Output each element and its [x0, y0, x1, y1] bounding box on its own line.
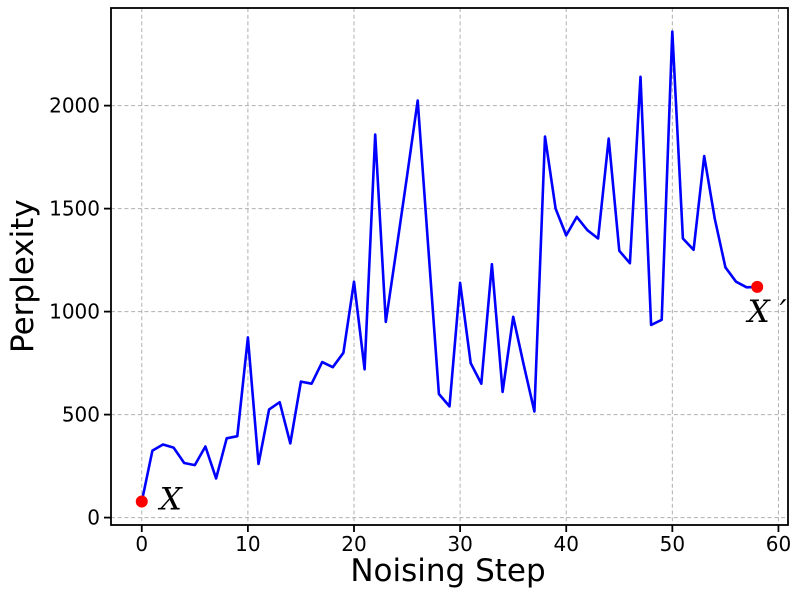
y-tick-label: 0 [87, 506, 100, 530]
perplexity-line [140, 30, 759, 503]
y-tick-label: 2000 [49, 94, 100, 118]
annotation-x-end: X ′ [746, 294, 787, 330]
y-tick-label: 1500 [49, 197, 100, 221]
x-tick-label: 0 [135, 532, 148, 556]
x-tick-label: 20 [341, 532, 366, 556]
axes-spines [110, 7, 789, 526]
y-axis-title: Perplexity [5, 199, 41, 353]
x-tick-label: 60 [766, 532, 791, 556]
x-tick-label: 50 [660, 532, 685, 556]
annotation-x-start: X [158, 481, 184, 517]
start-marker [135, 495, 148, 508]
x-tick-label: 30 [447, 532, 472, 556]
x-tick-label: 10 [235, 532, 260, 556]
x-tick-label: 40 [553, 532, 578, 556]
end-marker [751, 280, 764, 293]
x-axis-title: Noising Step [350, 553, 546, 589]
y-tick-label: 500 [62, 403, 100, 427]
y-tick-label: 1000 [49, 300, 100, 324]
